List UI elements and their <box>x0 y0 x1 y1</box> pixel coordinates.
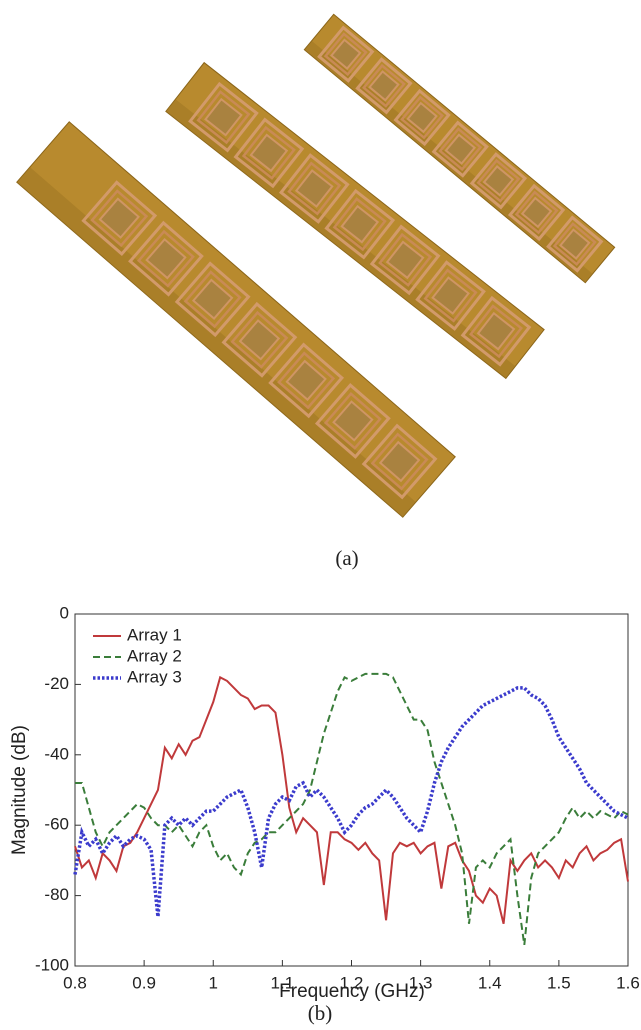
x-tick-label: 1.3 <box>409 973 433 992</box>
y-tick-label: 0 <box>60 603 69 622</box>
x-tick-label: 0.9 <box>132 973 156 992</box>
strip <box>17 122 455 517</box>
legend-label: Array 3 <box>127 667 182 686</box>
photo <box>17 14 615 517</box>
y-tick-label: -60 <box>44 815 69 834</box>
x-tick-label: 1.5 <box>547 973 571 992</box>
y-axis-label: Magnitude (dB) <box>9 725 30 855</box>
x-tick-label: 1 <box>209 973 218 992</box>
x-tick-label: 1.2 <box>340 973 364 992</box>
y-tick-label: -40 <box>44 744 69 763</box>
x-tick-label: 1.4 <box>478 973 502 992</box>
x-tick-label: 1.6 <box>616 973 640 992</box>
y-tick-label: -80 <box>44 885 69 904</box>
panel-label: (a) <box>335 546 358 570</box>
x-tick-label: 0.8 <box>63 973 87 992</box>
figure: (a) (b) Frequency (GHz) Magnitude (dB) 0… <box>0 0 641 1030</box>
panel-label: (b) <box>308 1001 333 1025</box>
legend-label: Array 2 <box>127 646 182 665</box>
y-tick-label: -100 <box>35 955 69 974</box>
series-line <box>75 688 628 917</box>
y-tick-label: -20 <box>44 674 69 693</box>
legend-label: Array 1 <box>127 625 182 644</box>
x-tick-label: 1.1 <box>271 973 295 992</box>
series-line <box>75 677 628 923</box>
